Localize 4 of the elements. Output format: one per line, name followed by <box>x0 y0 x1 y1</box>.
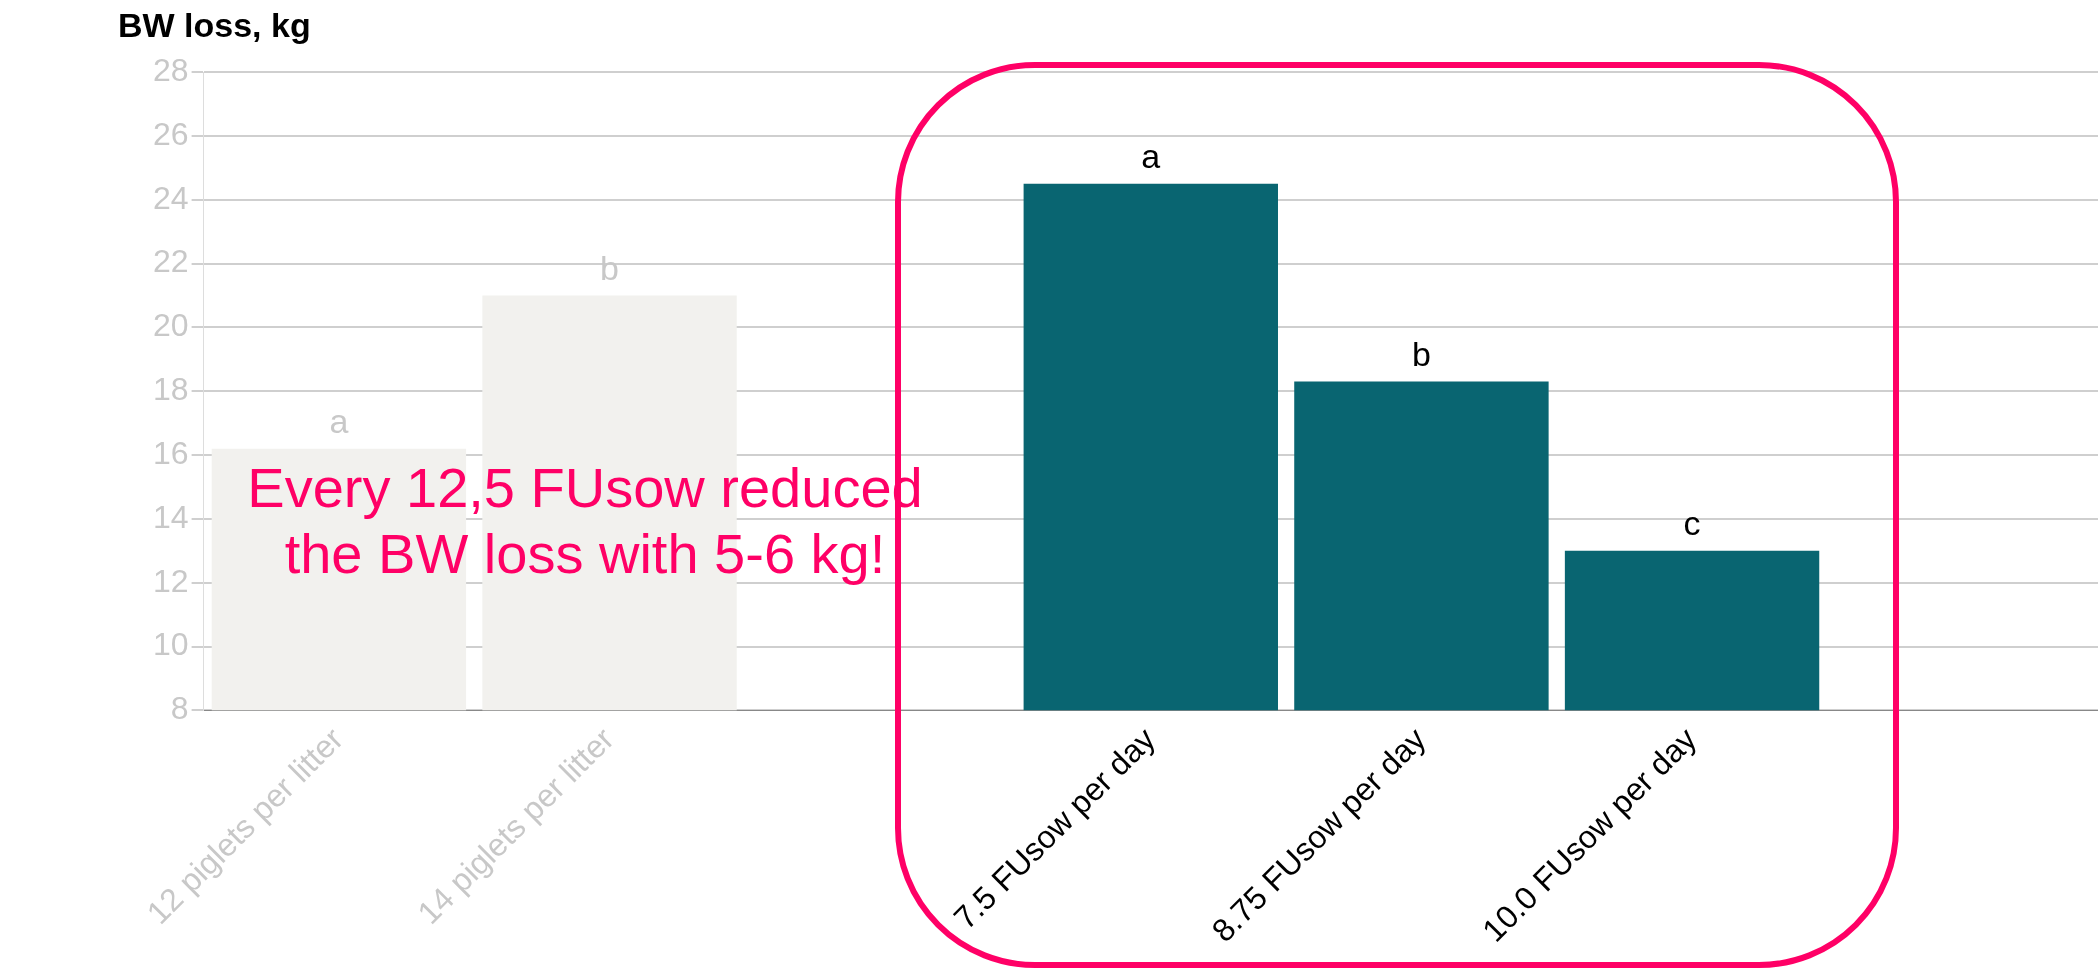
data-label: b <box>1411 334 1431 373</box>
y-axis-title: BW loss, kg <box>118 6 311 45</box>
data-label: a <box>1141 137 1161 176</box>
data-label: c <box>1683 504 1701 543</box>
